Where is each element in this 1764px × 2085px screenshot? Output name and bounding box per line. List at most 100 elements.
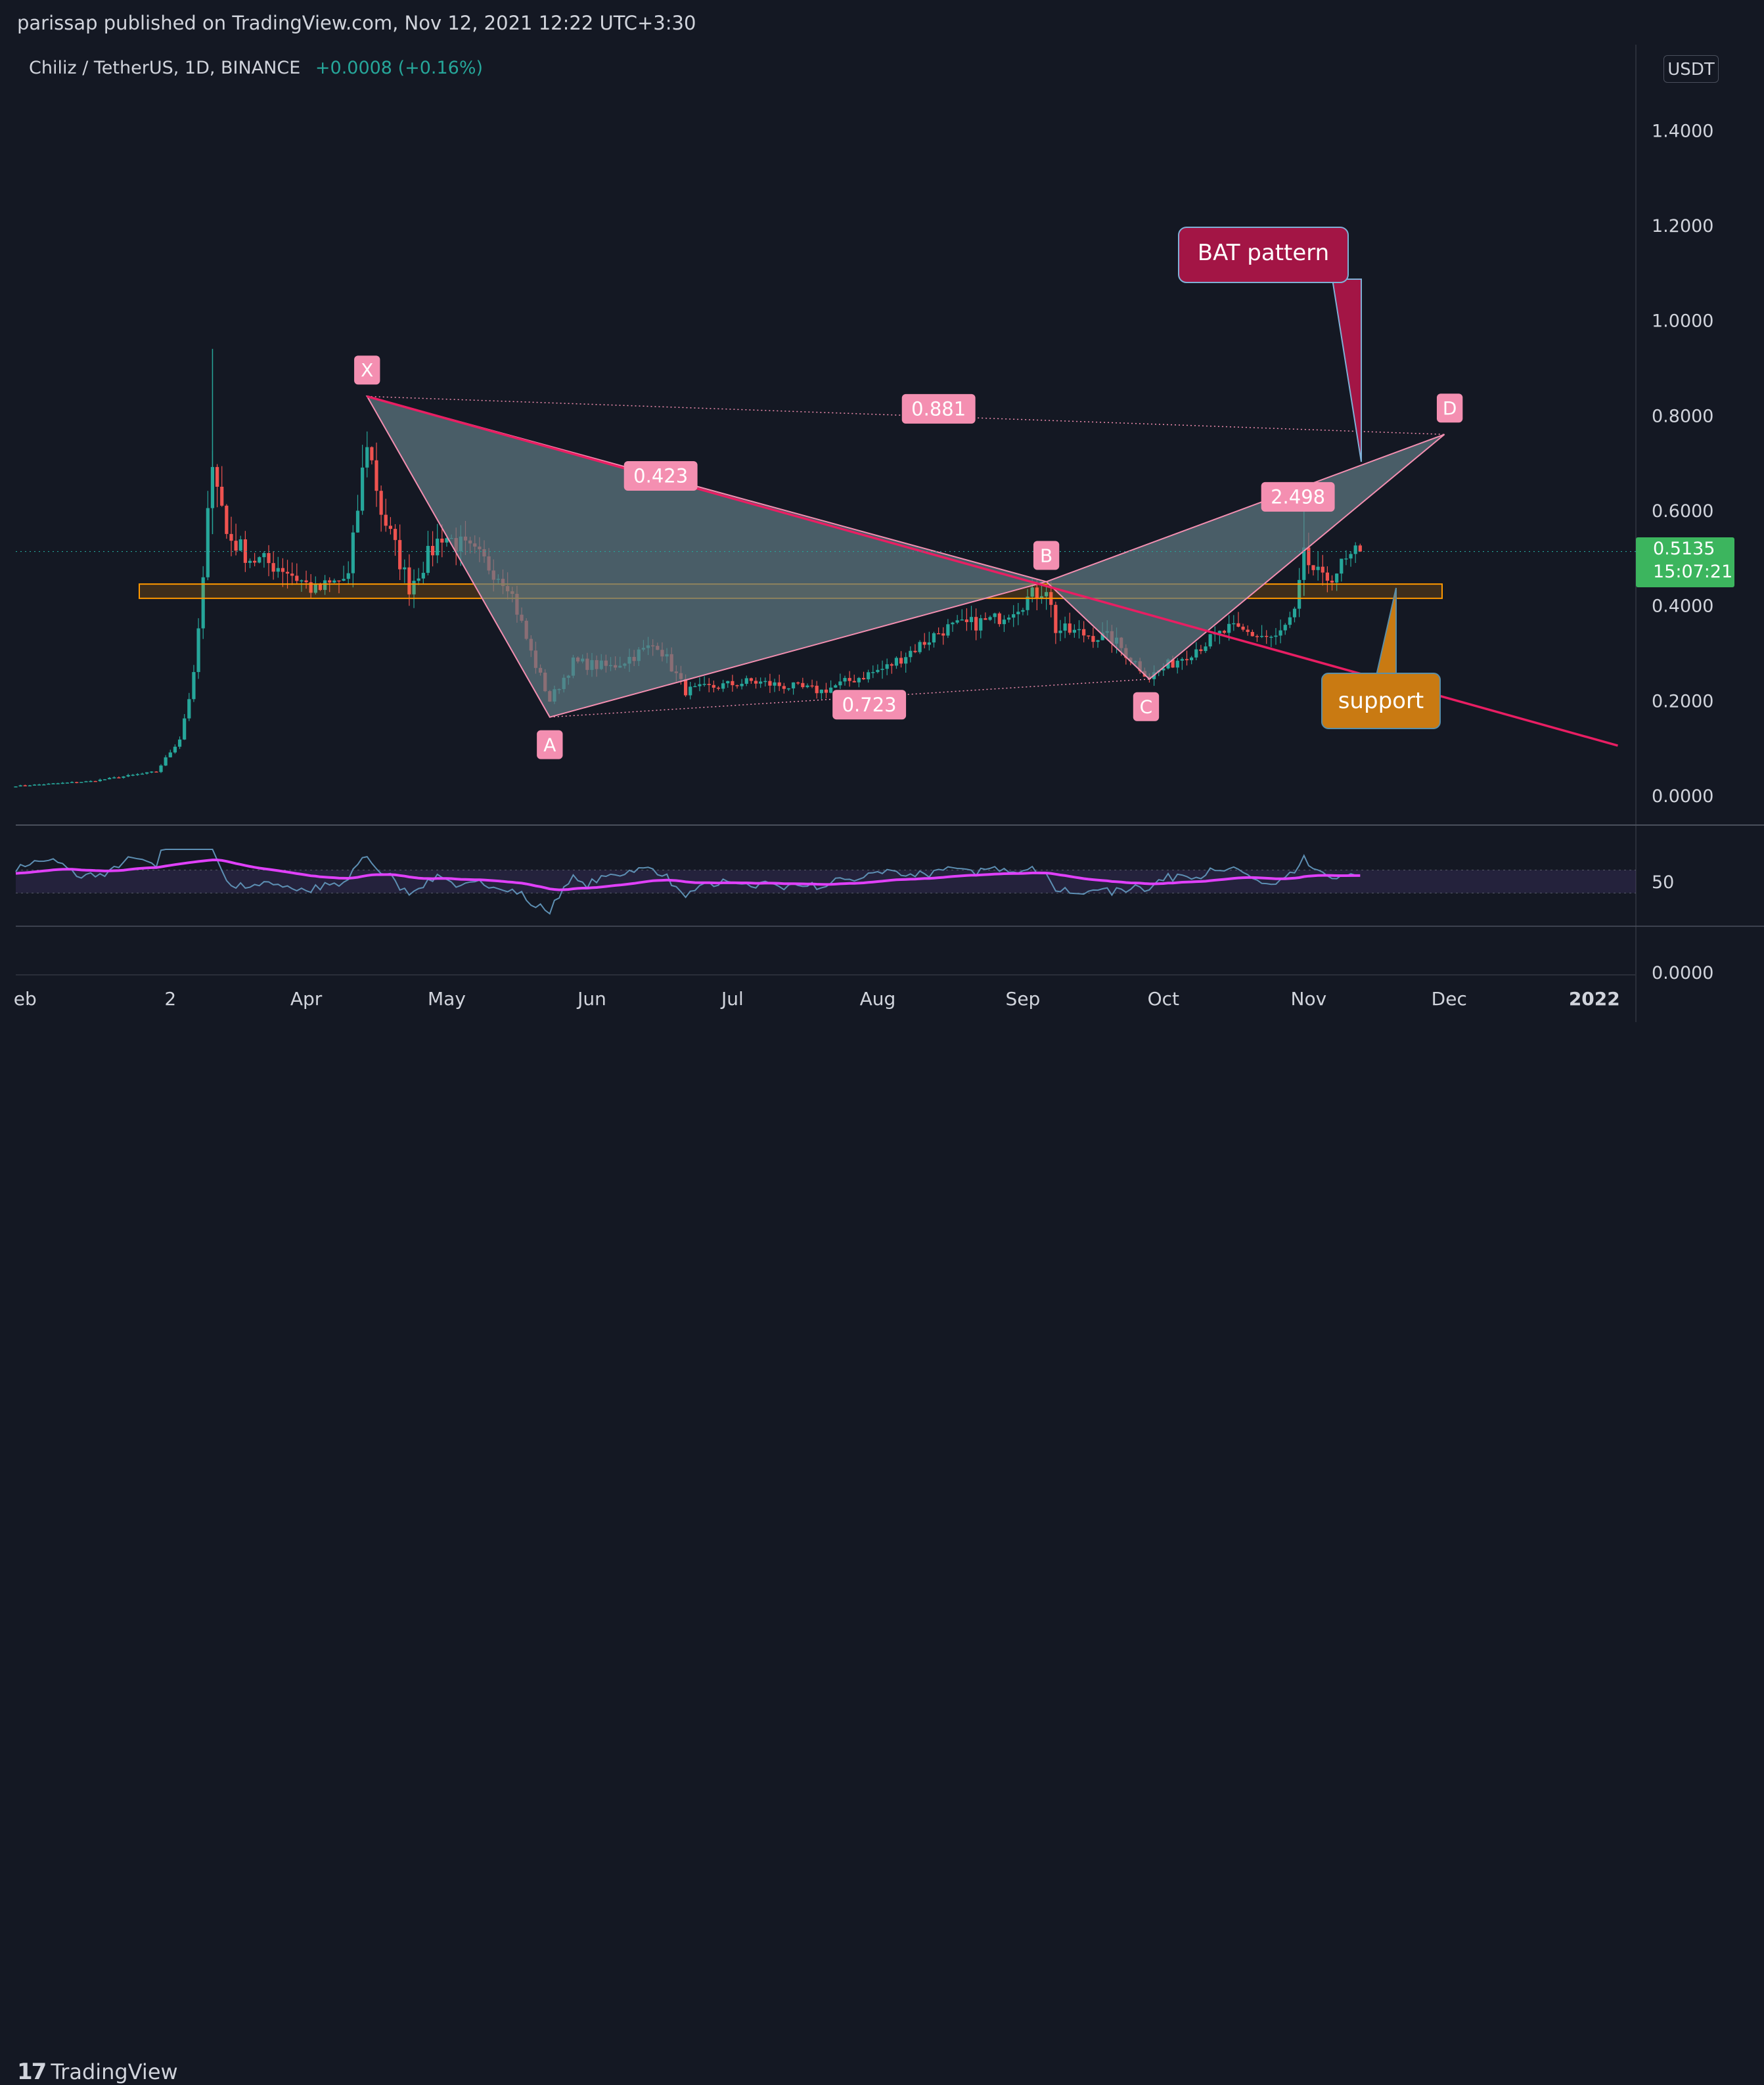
candle-body <box>1063 623 1067 631</box>
candle-body <box>84 781 88 782</box>
candle-body <box>899 658 903 664</box>
candle-body <box>187 699 191 719</box>
candle-body <box>810 685 814 687</box>
candle-body <box>51 783 55 785</box>
x-tick-label: May <box>428 988 466 1010</box>
bat-callout-text: BAT pattern <box>1198 240 1329 266</box>
candle-body <box>295 575 299 581</box>
candle-body <box>735 685 739 686</box>
currency-button[interactable]: USDT <box>1663 55 1719 83</box>
candle-body <box>1087 635 1091 637</box>
x-tick-label: eb <box>14 988 37 1010</box>
footer: 17 TradingView <box>0 1022 1764 2085</box>
candle-body <box>122 776 125 778</box>
candle-body <box>393 529 397 541</box>
candle-body <box>796 682 800 684</box>
publication-info: parissap published on TradingView.com, N… <box>17 12 696 34</box>
candle-body <box>1353 545 1357 554</box>
point-label-d: D <box>1443 397 1457 419</box>
last-price-value: 0.5135 <box>1653 539 1715 559</box>
candle-body <box>1358 545 1362 552</box>
candle-body <box>932 633 936 642</box>
candle-body <box>1241 626 1245 630</box>
candle-body <box>234 541 238 551</box>
candle-body <box>328 580 332 583</box>
candle-body <box>819 689 823 694</box>
candle-body <box>1325 572 1329 581</box>
candle-body <box>42 784 46 786</box>
candle-body <box>1006 617 1011 620</box>
footer-brand: TradingView <box>51 2059 178 2084</box>
candle-body <box>417 578 420 581</box>
rsi-ma-line <box>15 859 1361 891</box>
candle-body <box>937 633 941 635</box>
drawing-overlays <box>16 395 1636 747</box>
candle-body <box>731 681 735 686</box>
candle-body <box>421 573 425 579</box>
candle-body <box>880 669 884 670</box>
price-chart[interactable]: 50 0.0000 1.4000 1.2000 1.0000 0.8000 0.6000 0… <box>0 0 1764 1080</box>
candle-body <box>918 642 922 652</box>
drawing-labels: X A B C D 0.423 0.881 0.723 2.498 BAT pattern supp… <box>354 227 1463 759</box>
candle-body <box>777 682 781 686</box>
candle-body <box>177 739 182 747</box>
candle-body <box>206 508 210 577</box>
x-tick-label: Dec <box>1432 988 1467 1010</box>
candle-body <box>1190 657 1194 661</box>
candle-body <box>70 782 74 784</box>
candle-body <box>285 572 290 574</box>
y-tick-label: 1.0000 <box>1652 311 1713 332</box>
candle-body <box>904 657 908 664</box>
x-tick-label: Oct <box>1148 988 1179 1010</box>
candle-body <box>927 642 931 645</box>
candle-body <box>979 618 983 631</box>
candle-body <box>791 682 796 688</box>
candle-body <box>744 678 748 684</box>
y-tick-label: 0.6000 <box>1652 501 1713 522</box>
candle-body <box>1077 629 1081 631</box>
candle-body <box>1194 649 1198 658</box>
pattern-triangle-xab <box>365 395 1049 718</box>
candle-body <box>988 617 992 620</box>
candle-body <box>140 773 145 775</box>
candle-body <box>98 779 102 782</box>
point-label-a: A <box>543 734 556 755</box>
candle-body <box>1068 623 1072 633</box>
candle-body <box>258 557 261 563</box>
candle-body <box>824 689 828 693</box>
candle-body <box>225 505 229 534</box>
candle-body <box>969 617 974 623</box>
ratio-label: 0.723 <box>842 694 897 716</box>
candle-body <box>412 581 416 594</box>
candle-body <box>1171 660 1175 668</box>
candle-body <box>346 573 350 579</box>
candle-body <box>838 681 842 686</box>
candle-body <box>215 466 219 487</box>
x-tick-label: Aug <box>860 988 896 1010</box>
y-tick-label: 1.4000 <box>1652 121 1713 141</box>
candle-body <box>890 664 893 666</box>
candle-body <box>1274 635 1278 637</box>
candle-body <box>238 539 242 551</box>
candle-body <box>707 684 711 685</box>
candle-body <box>56 783 60 784</box>
candle-body <box>1259 636 1264 637</box>
candle-body <box>403 567 407 570</box>
support-callout <box>1321 673 1441 729</box>
candle-body <box>894 658 899 666</box>
y-tick-label: 0.8000 <box>1652 406 1713 426</box>
candle-body <box>1175 660 1179 668</box>
rsi-tick-label: 0.0000 <box>1652 963 1713 983</box>
candle-body <box>28 785 32 787</box>
candle-body <box>984 618 987 620</box>
candle-body <box>351 532 355 573</box>
candle-body <box>782 686 786 689</box>
candle-body <box>1227 623 1231 633</box>
candle-body <box>1162 668 1165 671</box>
tradingview-logo[interactable]: 17 TradingView <box>17 2059 178 2085</box>
y-tick-label: 1.2000 <box>1652 216 1713 236</box>
symbol-title[interactable]: Chiliz / TetherUS, 1D, BINANCE <box>29 58 301 78</box>
candle-body <box>1016 612 1020 615</box>
candle-body <box>1082 629 1086 636</box>
candle-body <box>300 580 304 582</box>
